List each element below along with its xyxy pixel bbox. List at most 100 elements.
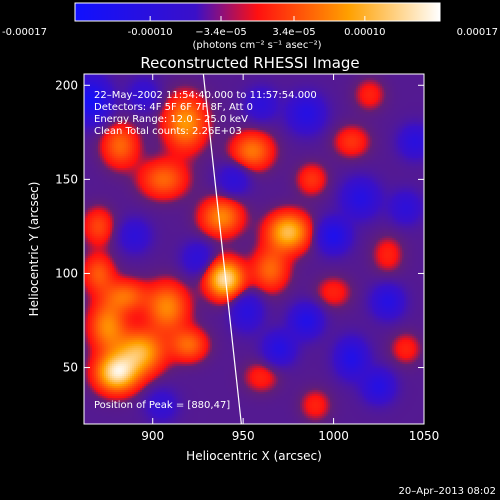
heatmap-cell (168, 76, 170, 78)
heatmap-cell (374, 78, 376, 80)
heatmap-cell (348, 116, 350, 118)
heatmap-cell (344, 90, 346, 92)
heatmap-cell (258, 86, 260, 88)
heatmap-cell (416, 128, 418, 130)
heatmap-cell (270, 108, 272, 110)
heatmap-cell (108, 82, 110, 84)
heatmap-cell (106, 84, 108, 86)
heatmap-cell (206, 84, 208, 86)
heatmap-cell (404, 108, 406, 110)
heatmap-cell (406, 82, 408, 84)
heatmap-cell (294, 130, 296, 132)
heatmap-cell (418, 76, 420, 78)
heatmap-cell (334, 122, 336, 124)
heatmap-cell (366, 100, 368, 102)
heatmap-cell (336, 116, 338, 118)
heatmap-cell (306, 86, 308, 88)
heatmap-cell (128, 80, 130, 82)
heatmap-cell (148, 86, 150, 88)
heatmap-cell (374, 118, 376, 120)
heatmap-cell (420, 110, 422, 112)
heatmap-cell (286, 84, 288, 86)
heatmap-cell (282, 76, 284, 78)
heatmap-cell (324, 122, 326, 124)
heatmap-cell (268, 110, 270, 112)
heatmap-cell (364, 110, 366, 112)
heatmap-cell (136, 76, 138, 78)
heatmap-cell (266, 118, 268, 120)
heatmap-cell (254, 126, 256, 128)
heatmap-cell (312, 110, 314, 112)
heatmap-cell (300, 106, 302, 108)
heatmap-cell (402, 130, 404, 132)
heatmap-cell (226, 82, 228, 84)
heatmap-cell (296, 130, 298, 132)
heatmap-cell (410, 86, 412, 88)
heatmap-cell (272, 82, 274, 84)
heatmap-cell (340, 100, 342, 102)
heatmap-cell (288, 86, 290, 88)
heatmap-cell (90, 126, 92, 128)
heatmap-cell (420, 78, 422, 80)
heatmap-cell (380, 104, 382, 106)
heatmap-cell (408, 92, 410, 94)
heatmap-cell (94, 76, 96, 78)
heatmap-cell (274, 104, 276, 106)
heatmap-cell (282, 128, 284, 130)
heatmap-cell (122, 76, 124, 78)
heatmap-cell (162, 82, 164, 84)
heatmap-cell (382, 114, 384, 116)
heatmap-cell (288, 84, 290, 86)
heatmap-cell (364, 100, 366, 102)
heatmap-cell (406, 80, 408, 82)
heatmap-cell (262, 114, 264, 116)
heatmap-cell (320, 86, 322, 88)
heatmap-cell (250, 120, 252, 122)
heatmap-cell (370, 124, 372, 126)
heatmap-cell (298, 114, 300, 116)
heatmap-cell (412, 106, 414, 108)
heatmap-cell (386, 84, 388, 86)
heatmap-cell (310, 102, 312, 104)
heatmap-cell (182, 84, 184, 86)
heatmap-cell (150, 76, 152, 78)
heatmap-cell (188, 82, 190, 84)
heatmap-cell (264, 120, 266, 122)
heatmap-cell (314, 114, 316, 116)
heatmap-cell (410, 122, 412, 124)
heatmap-cell (380, 112, 382, 114)
heatmap-cell (102, 82, 104, 84)
heatmap-cell (312, 104, 314, 106)
heatmap-cell (332, 124, 334, 126)
heatmap-cell (280, 84, 282, 86)
heatmap-cell (272, 84, 274, 86)
heatmap-cell (100, 78, 102, 80)
heatmap-cell (340, 88, 342, 90)
heatmap-cell (256, 104, 258, 106)
heatmap-cell (326, 100, 328, 102)
heatmap-cell (330, 98, 332, 100)
heatmap-cell (238, 82, 240, 84)
heatmap-cell (252, 80, 254, 82)
heatmap-cell (374, 110, 376, 112)
heatmap-cell (88, 116, 90, 118)
heatmap-cell (362, 80, 364, 82)
heatmap-cell (416, 88, 418, 90)
heatmap-cell (310, 78, 312, 80)
heatmap-cell (332, 94, 334, 96)
heatmap-cell (246, 126, 248, 128)
heatmap-cell (366, 86, 368, 88)
heatmap-cell (376, 104, 378, 106)
heatmap-cell (408, 94, 410, 96)
heatmap-cell (396, 76, 398, 78)
heatmap-cell (408, 104, 410, 106)
heatmap-cell (114, 80, 116, 82)
heatmap-cell (364, 118, 366, 120)
heatmap-cell (114, 86, 116, 88)
heatmap-cell (352, 100, 354, 102)
heatmap-cell (286, 124, 288, 126)
heatmap-cell (388, 126, 390, 128)
heatmap-cell (126, 82, 128, 84)
heatmap-cell (334, 90, 336, 92)
heatmap-cell (370, 130, 372, 132)
